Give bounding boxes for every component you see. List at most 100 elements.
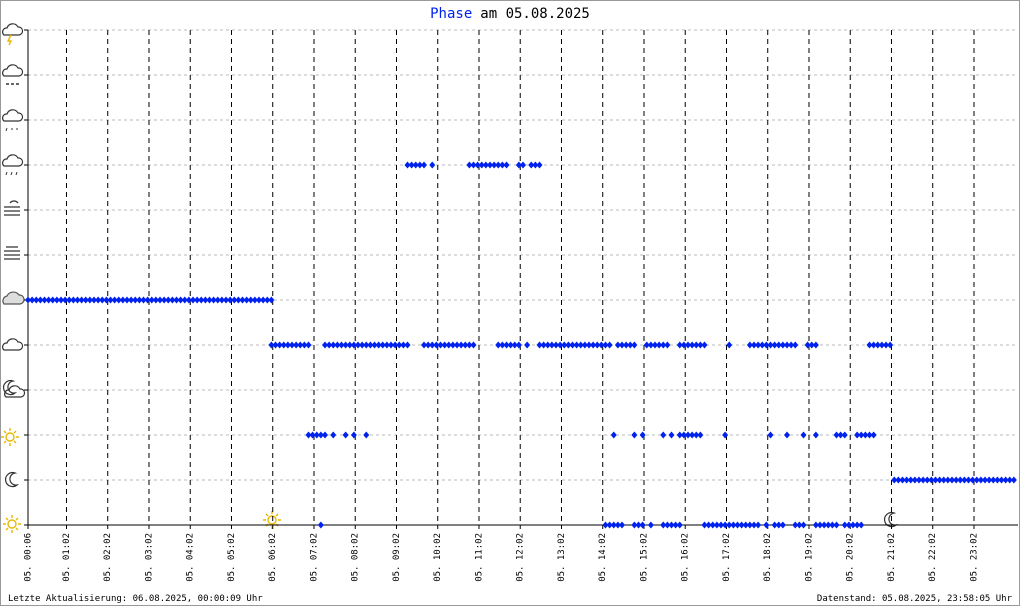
point	[841, 431, 848, 439]
point	[676, 521, 683, 529]
point	[544, 341, 551, 349]
x-tick-label: 05. 06:02	[268, 533, 278, 582]
point	[350, 431, 357, 439]
point	[800, 431, 807, 439]
point	[602, 341, 609, 349]
point	[812, 341, 819, 349]
point	[759, 341, 766, 349]
x-tick-label: 05. 19:02	[804, 533, 814, 582]
point	[800, 521, 807, 529]
point	[350, 341, 357, 349]
point	[730, 521, 737, 529]
point	[499, 161, 506, 169]
point	[491, 161, 498, 169]
point	[165, 296, 172, 304]
level-icons	[0, 23, 897, 534]
point	[792, 521, 799, 529]
point	[284, 341, 291, 349]
point	[412, 161, 419, 169]
point	[598, 341, 605, 349]
point	[293, 341, 300, 349]
point	[685, 341, 691, 349]
point	[573, 341, 580, 349]
point	[961, 476, 968, 484]
point	[796, 521, 803, 529]
point	[866, 341, 873, 349]
point	[660, 431, 667, 439]
point	[812, 521, 819, 529]
point	[965, 476, 972, 484]
point	[916, 476, 922, 484]
point	[841, 521, 848, 529]
point	[953, 476, 960, 484]
x-tick-label: 05. 02:02	[103, 533, 113, 582]
point	[375, 341, 382, 349]
point	[883, 341, 889, 349]
point	[664, 521, 671, 529]
point	[470, 161, 477, 169]
point	[99, 296, 106, 304]
x-tick-label: 05. 09:02	[392, 533, 402, 582]
point	[907, 476, 914, 484]
x-tick-label: 05. 08:02	[351, 533, 361, 582]
point	[78, 296, 85, 304]
point	[911, 476, 918, 484]
point	[421, 341, 427, 349]
point	[771, 521, 778, 529]
point	[858, 431, 865, 439]
point	[614, 521, 621, 529]
point	[792, 341, 799, 349]
point	[812, 431, 819, 439]
point	[660, 521, 667, 529]
point	[169, 296, 176, 304]
point	[198, 296, 205, 304]
point	[330, 431, 337, 439]
point	[392, 341, 399, 349]
point	[643, 341, 650, 349]
chart-title: Phase am 05.08.2025	[430, 6, 590, 22]
point	[305, 431, 312, 439]
point	[668, 431, 675, 439]
point	[874, 341, 881, 349]
point	[128, 296, 135, 304]
point	[243, 296, 250, 304]
point	[775, 341, 782, 349]
point	[470, 341, 477, 349]
point	[148, 296, 155, 304]
point	[276, 341, 283, 349]
point	[140, 296, 147, 304]
x-tick-label: 05. 07:02	[309, 533, 319, 582]
point	[416, 161, 423, 169]
point	[751, 521, 757, 529]
point	[53, 296, 60, 304]
point	[272, 341, 279, 349]
point	[322, 341, 328, 349]
point	[268, 341, 275, 349]
point	[788, 341, 795, 349]
point	[334, 341, 341, 349]
point	[157, 296, 163, 304]
point	[206, 296, 213, 304]
point	[722, 521, 729, 529]
point	[462, 341, 469, 349]
point	[705, 521, 712, 529]
point	[260, 296, 267, 304]
point	[713, 521, 720, 529]
point	[124, 296, 130, 304]
x-tick-label: 05. 13:02	[557, 533, 567, 582]
point	[289, 341, 295, 349]
point	[466, 341, 473, 349]
point	[746, 341, 753, 349]
point	[631, 521, 638, 529]
point	[693, 431, 700, 439]
point	[854, 431, 861, 439]
point	[668, 521, 675, 529]
point	[326, 341, 333, 349]
point	[647, 341, 654, 349]
point	[95, 296, 102, 304]
point	[280, 341, 287, 349]
x-tick-label: 05. 20:02	[846, 533, 856, 582]
point	[553, 341, 559, 349]
point	[524, 341, 531, 349]
point	[623, 341, 630, 349]
